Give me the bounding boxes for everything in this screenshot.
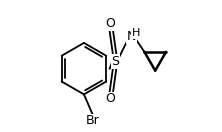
Text: O: O [105,17,115,30]
Text: H: H [131,28,140,38]
Text: Br: Br [86,114,99,127]
Text: S: S [112,55,120,68]
Text: O: O [105,93,115,105]
Text: N: N [127,30,136,43]
